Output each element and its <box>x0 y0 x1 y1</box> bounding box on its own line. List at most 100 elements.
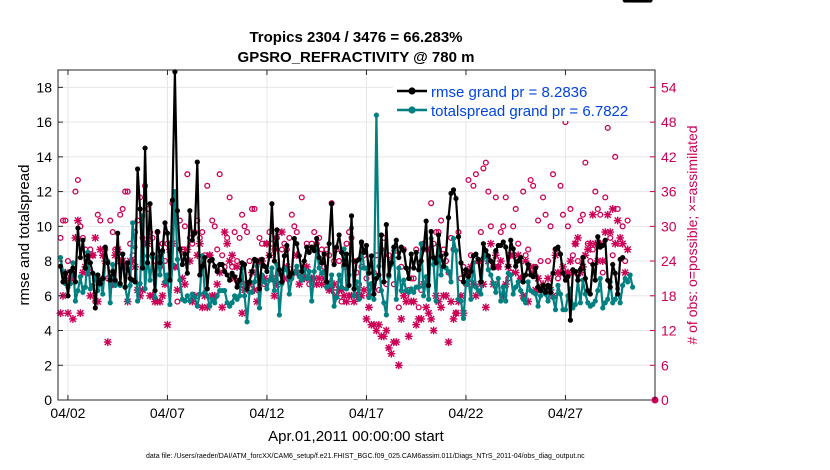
obs-assimilated-marker <box>586 239 595 248</box>
totalspread-point <box>495 275 501 282</box>
x-tick-label: 04/17 <box>349 405 384 421</box>
obs-assimilated-marker <box>357 291 366 300</box>
totalspread-point <box>557 291 564 297</box>
rmse-point <box>97 281 103 287</box>
rmse-point <box>135 166 141 172</box>
totalspread-point <box>595 287 601 294</box>
rmse-point <box>478 279 484 285</box>
totalspread-point <box>162 279 168 285</box>
rmse-point <box>483 248 489 254</box>
obs-assimilated-marker <box>499 291 508 300</box>
rmse-point <box>518 254 524 261</box>
obs-possible-marker <box>597 211 604 218</box>
rmse-point <box>334 244 340 250</box>
totalspread-point <box>378 287 384 294</box>
totalspread-point <box>371 296 377 302</box>
rmse-point <box>572 268 579 275</box>
rmse-point <box>261 263 268 269</box>
rmse-point <box>311 248 317 254</box>
obs-assimilated-marker <box>312 280 321 289</box>
totalspread-point <box>147 277 153 283</box>
y-tick-label: 12 <box>36 184 52 200</box>
totalspread-point <box>488 272 494 278</box>
totalspread-point <box>630 284 636 290</box>
rmse-point <box>376 272 382 278</box>
totalspread-point <box>244 319 250 325</box>
totalspread-point <box>130 220 136 226</box>
totalspread-point <box>192 294 198 301</box>
obs-assimilated-marker <box>282 262 291 271</box>
rmse-point <box>386 272 392 278</box>
obs-possible-marker <box>244 229 251 236</box>
totalspread-point <box>306 268 312 275</box>
obs-possible-marker <box>500 223 507 230</box>
obs-possible-marker <box>318 246 325 253</box>
obs-possible-marker <box>256 234 263 241</box>
obs-possible-marker <box>211 223 218 230</box>
rmse-point <box>254 258 260 264</box>
obs-possible-marker <box>564 223 571 230</box>
obs-possible-marker <box>251 205 258 212</box>
totalspread-point <box>518 287 524 294</box>
obs-assimilated-marker <box>337 286 346 294</box>
totalspread-point <box>460 315 467 321</box>
obs-possible-marker <box>278 246 285 253</box>
totalspread-point <box>194 303 200 309</box>
totalspread-point <box>383 312 389 318</box>
totalspread-point <box>336 272 342 278</box>
obs-assimilated-marker <box>163 320 172 329</box>
totalspread-point <box>500 284 506 290</box>
rmse-point <box>567 317 574 323</box>
rmse-point <box>319 260 325 266</box>
totalspread-point <box>433 298 439 304</box>
obs-possible-marker <box>465 176 472 184</box>
totalspread-point <box>600 305 606 311</box>
obs-possible-marker <box>204 182 211 189</box>
obs-assimilated-marker <box>424 309 433 318</box>
obs-possible-marker <box>512 205 519 212</box>
obs-assimilated-marker <box>608 205 617 213</box>
rmse-point <box>75 225 81 231</box>
obs-assimilated-marker <box>108 280 117 289</box>
totalspread-point <box>107 300 113 306</box>
rmse-point <box>485 253 491 259</box>
totalspread-point <box>187 298 193 304</box>
obs-assimilated-marker <box>581 251 590 260</box>
obs-possible-marker <box>286 234 293 241</box>
obs-assimilated-marker <box>330 280 339 289</box>
rmse-point <box>435 232 442 238</box>
totalspread-point <box>523 300 529 306</box>
rmse-point <box>202 254 208 261</box>
rmse-point <box>537 287 544 294</box>
totalspread-point <box>316 265 322 271</box>
totalspread-point <box>550 294 556 301</box>
obs-assimilated-marker <box>442 291 450 300</box>
obs-assimilated-marker <box>88 251 97 260</box>
rmse-point <box>356 256 362 262</box>
obs-assimilated-marker <box>320 274 329 283</box>
obs-assimilated-marker <box>171 262 179 271</box>
rmse-point <box>184 270 190 276</box>
legend-totalspread-marker <box>408 106 416 114</box>
rmse-point <box>383 221 389 228</box>
obs-assimilated-marker <box>185 257 194 265</box>
obs-assimilated-marker <box>96 245 105 254</box>
rmse-point <box>77 254 83 261</box>
obs-assimilated-marker <box>501 280 510 289</box>
totalspread-point <box>177 277 183 283</box>
totalspread-point <box>286 291 292 297</box>
rmse-point <box>605 277 611 283</box>
obs-assimilated-marker <box>387 349 396 358</box>
obs-assimilated-marker <box>591 239 600 248</box>
totalspread-point <box>478 291 484 297</box>
obs-possible-marker <box>199 229 206 236</box>
rmse-point <box>590 261 596 268</box>
rmse-point <box>615 291 621 297</box>
obs-possible-marker <box>248 205 256 212</box>
obs-possible-marker <box>624 217 631 224</box>
totalspread-point <box>334 294 340 301</box>
obs-possible-marker <box>487 223 494 230</box>
obs-assimilated-marker <box>98 251 107 260</box>
totalspread-point <box>127 282 133 288</box>
totalspread-point <box>80 289 86 295</box>
